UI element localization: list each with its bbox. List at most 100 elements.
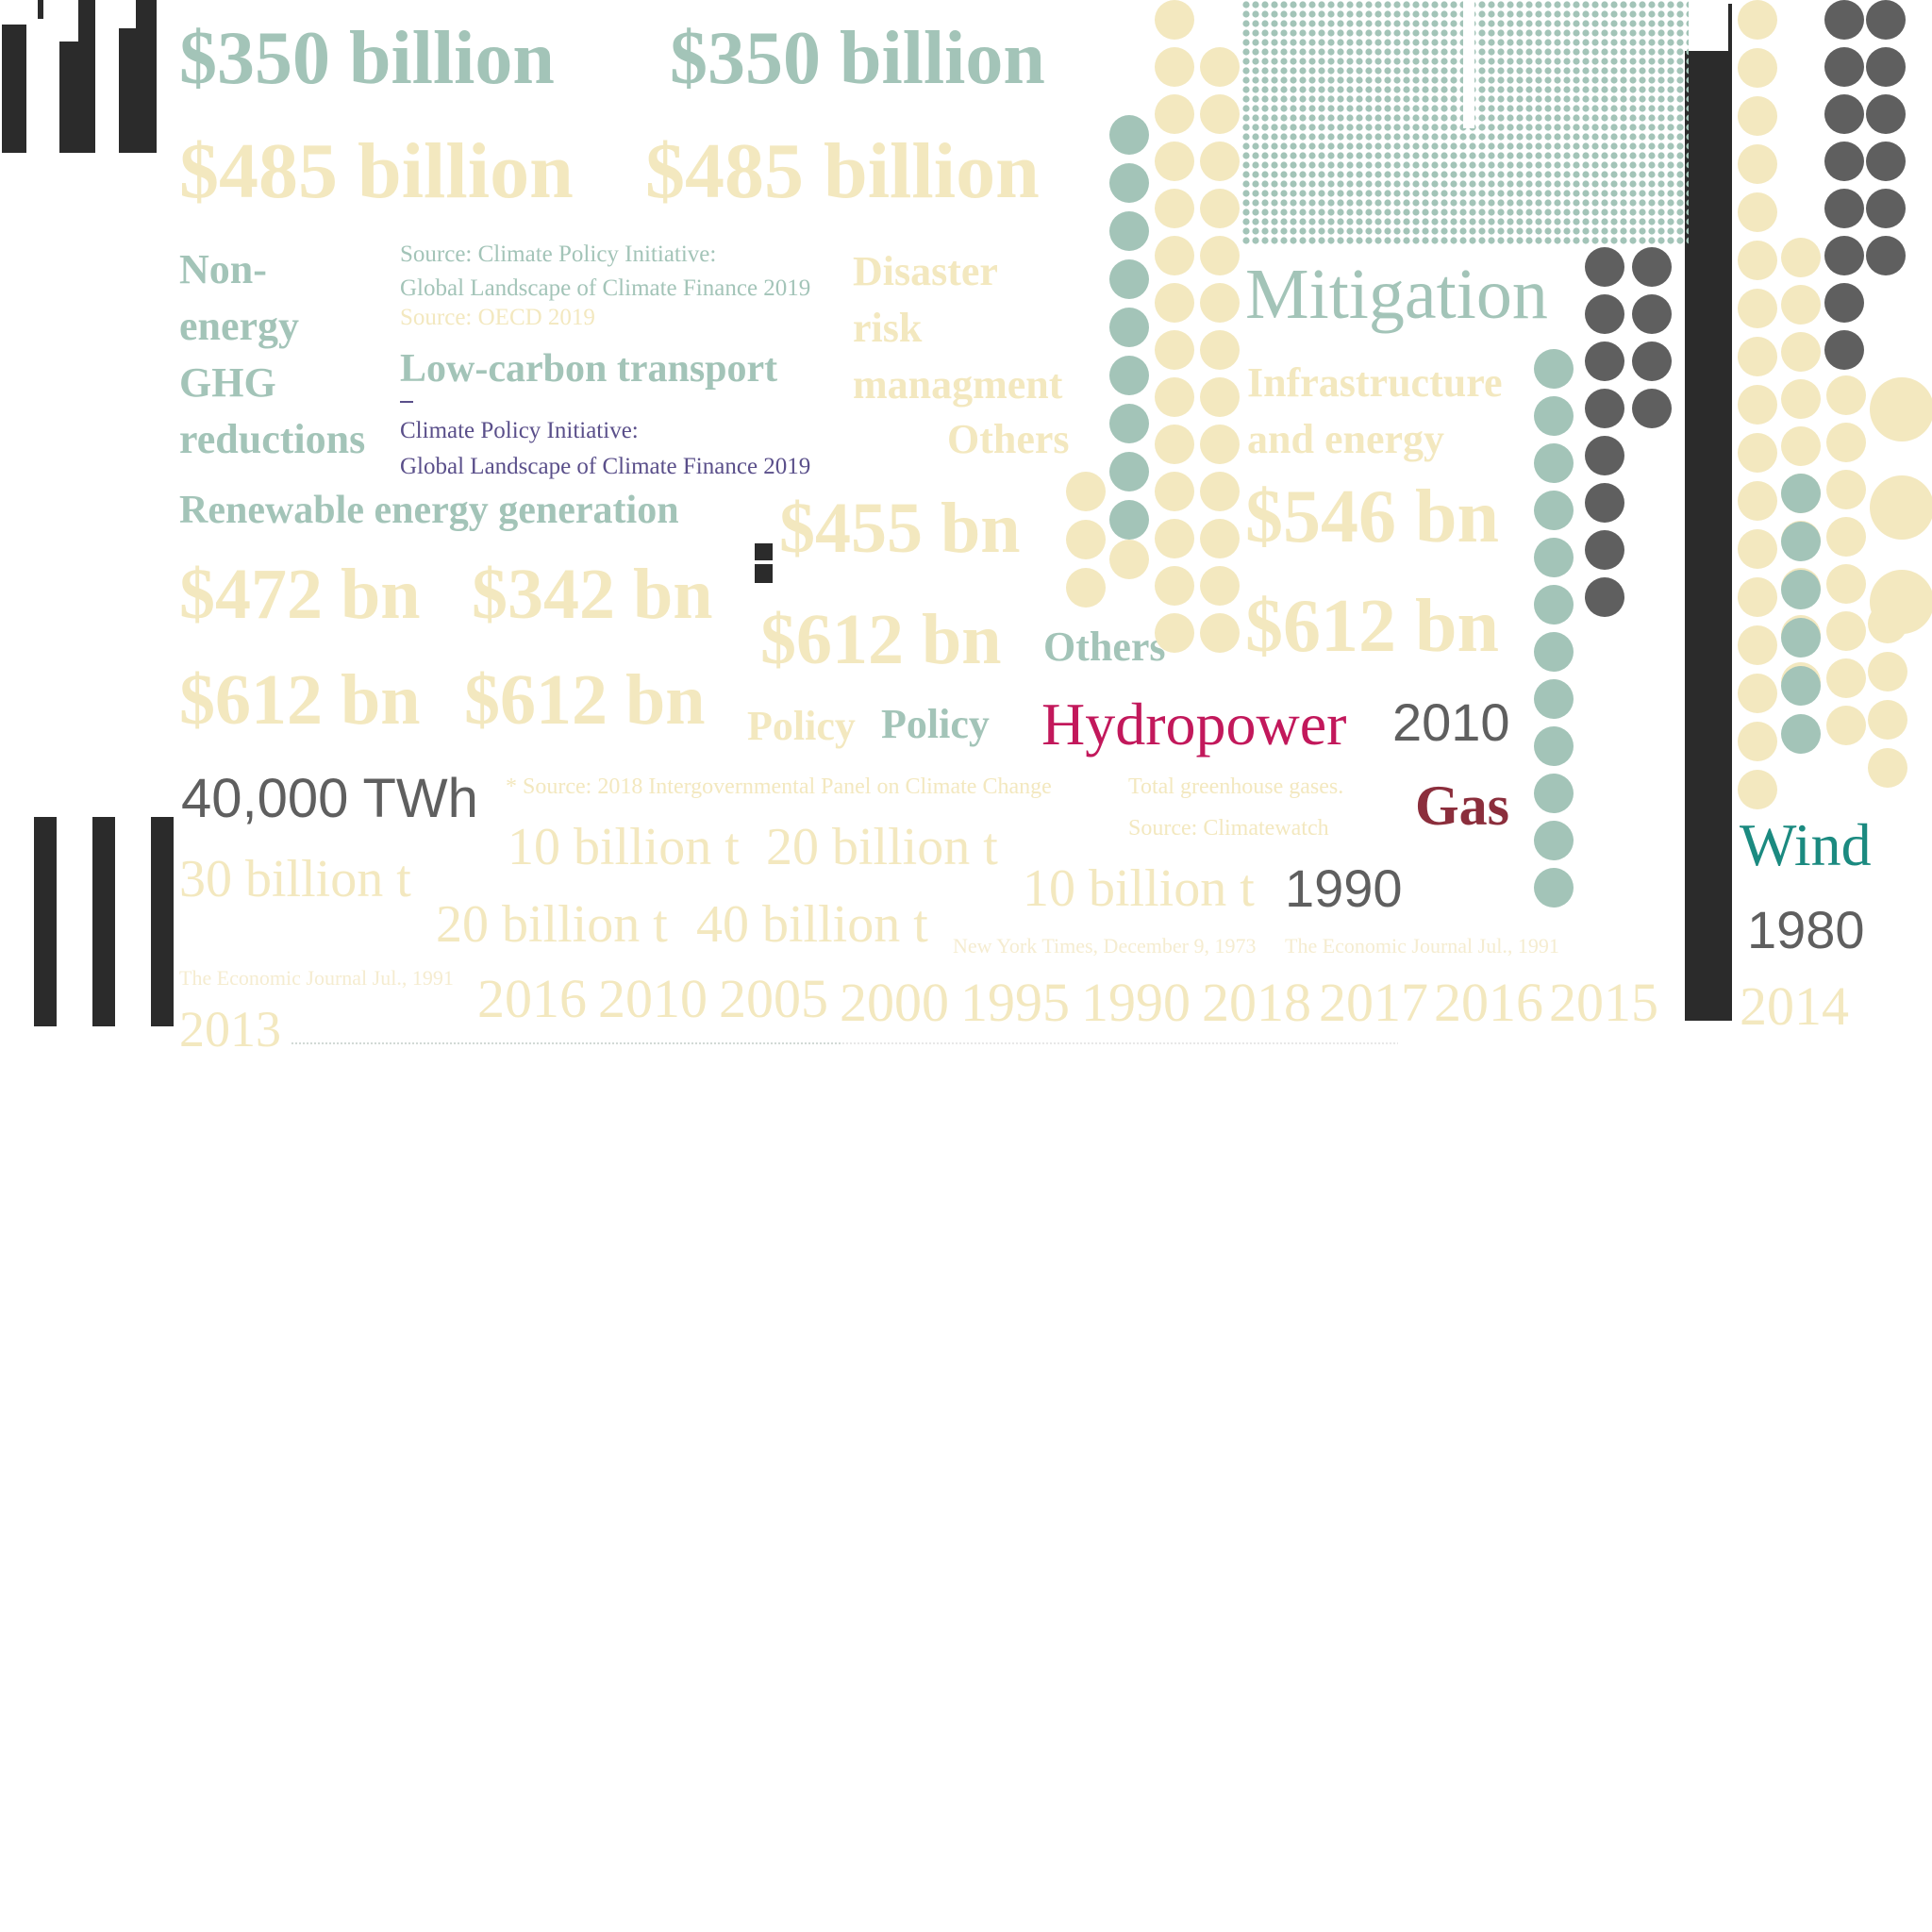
dot xyxy=(1109,211,1149,251)
dot xyxy=(1866,236,1906,275)
dot xyxy=(1824,94,1864,134)
label-others-sage: Others xyxy=(1043,624,1166,670)
source-cpi-purple: Climate Policy Initiative: Global Landsc… xyxy=(400,418,811,479)
dot xyxy=(1155,519,1194,558)
small-dash xyxy=(400,401,413,403)
dot xyxy=(1826,706,1866,745)
year-1980-sans: 1980 xyxy=(1747,900,1865,959)
dot xyxy=(1826,470,1866,509)
dot xyxy=(1781,426,1821,466)
dot xyxy=(1155,613,1194,653)
dot xyxy=(1781,474,1821,513)
dot xyxy=(1824,47,1864,87)
dot xyxy=(1738,241,1777,280)
dot xyxy=(1200,519,1240,558)
dot xyxy=(1534,585,1574,625)
dot xyxy=(1738,337,1777,376)
source-econ-a: The Economic Journal Jul., 1991 xyxy=(179,966,454,990)
dot xyxy=(1585,294,1624,334)
dot xyxy=(1826,564,1866,604)
dot xyxy=(1109,259,1149,299)
value-342: $342 bn xyxy=(472,555,713,634)
year-row-1990: 1990 xyxy=(1081,972,1191,1033)
dot xyxy=(1200,94,1240,134)
dot xyxy=(1155,94,1194,134)
bar-top-left-2 xyxy=(38,0,43,19)
dot xyxy=(1200,189,1240,228)
year-row-2015: 2015 xyxy=(1549,972,1658,1033)
large-dot xyxy=(1870,377,1932,441)
year-1990-sans: 1990 xyxy=(1285,858,1403,918)
label-non-energy: Non- energy GHG reductions xyxy=(179,246,366,462)
dot xyxy=(1585,530,1624,570)
dot xyxy=(1200,613,1240,653)
bar-top-left-4 xyxy=(78,0,95,42)
year-row-2016-a: 2016 xyxy=(477,968,587,1029)
dot xyxy=(1155,472,1194,511)
value-612-c: $612 bn xyxy=(179,660,421,740)
label-policy-sage: Policy xyxy=(881,701,990,747)
dot xyxy=(1066,520,1106,559)
dot xyxy=(1781,618,1821,658)
year-row-2010: 2010 xyxy=(598,968,708,1029)
dot xyxy=(1781,285,1821,325)
dot xyxy=(1534,868,1574,908)
amount-350-b: $350 billion xyxy=(670,17,1045,100)
source-nyt: New York Times, December 9, 1973 xyxy=(953,934,1257,958)
dot xyxy=(1866,0,1906,40)
dot xyxy=(1738,674,1777,713)
bar-top-left-6 xyxy=(136,0,157,28)
year-row-2005: 2005 xyxy=(719,968,828,1029)
dot xyxy=(1155,47,1194,87)
label-low-carbon-transport: Low-carbon transport xyxy=(400,347,778,391)
source-total-ghg: Total greenhouse gases. xyxy=(1128,774,1344,799)
dot xyxy=(1534,349,1574,389)
marker-small-top xyxy=(755,543,773,560)
value-612-b: $612 bn xyxy=(1245,585,1499,668)
dot xyxy=(1866,47,1906,87)
source-cpi-sage: Source: Climate Policy Initiative: Globa… xyxy=(400,242,811,301)
dot xyxy=(1155,283,1194,323)
dot xyxy=(1534,632,1574,672)
dot xyxy=(1109,163,1149,203)
dot xyxy=(1824,330,1864,370)
label-mitigation: Mitigation xyxy=(1245,255,1548,334)
dot xyxy=(1534,774,1574,813)
dot xyxy=(1738,0,1777,40)
label-infrastructure: Infrastructure and energy xyxy=(1247,359,1503,462)
dot xyxy=(1585,483,1624,523)
label-wind: Wind xyxy=(1740,811,1872,878)
bar-top-left-5 xyxy=(119,28,157,153)
dot xyxy=(1585,389,1624,428)
dot xyxy=(1109,356,1149,395)
dot xyxy=(1200,330,1240,370)
dotted-baseline-1 xyxy=(291,1041,841,1046)
dot xyxy=(1738,289,1777,328)
year-2010-sans: 2010 xyxy=(1392,692,1510,752)
dot xyxy=(1200,47,1240,87)
dot xyxy=(1200,425,1240,464)
dot xyxy=(1824,189,1864,228)
dot xyxy=(1585,341,1624,381)
dot xyxy=(1200,142,1240,181)
dot xyxy=(1824,0,1864,40)
label-policy-cream: Policy xyxy=(747,703,856,749)
value-40-billion-t: 40 billion t xyxy=(696,895,928,954)
dot xyxy=(1632,341,1672,381)
bar-bottom-left-3 xyxy=(151,817,174,1026)
dot xyxy=(1781,238,1821,277)
dot xyxy=(1781,714,1821,754)
dot xyxy=(1534,726,1574,766)
dot xyxy=(1109,540,1149,579)
dot xyxy=(1066,472,1106,511)
dot xyxy=(1534,396,1574,436)
dot xyxy=(1738,722,1777,761)
dot xyxy=(1109,115,1149,155)
dot xyxy=(1632,247,1672,287)
source-oecd: Source: OECD 2019 xyxy=(400,305,595,330)
value-twh: 40,000 TWh xyxy=(181,768,478,829)
year-row-2018: 2018 xyxy=(1202,972,1311,1033)
dot xyxy=(1738,529,1777,569)
label-disaster: Disaster risk managment xyxy=(853,248,1063,408)
